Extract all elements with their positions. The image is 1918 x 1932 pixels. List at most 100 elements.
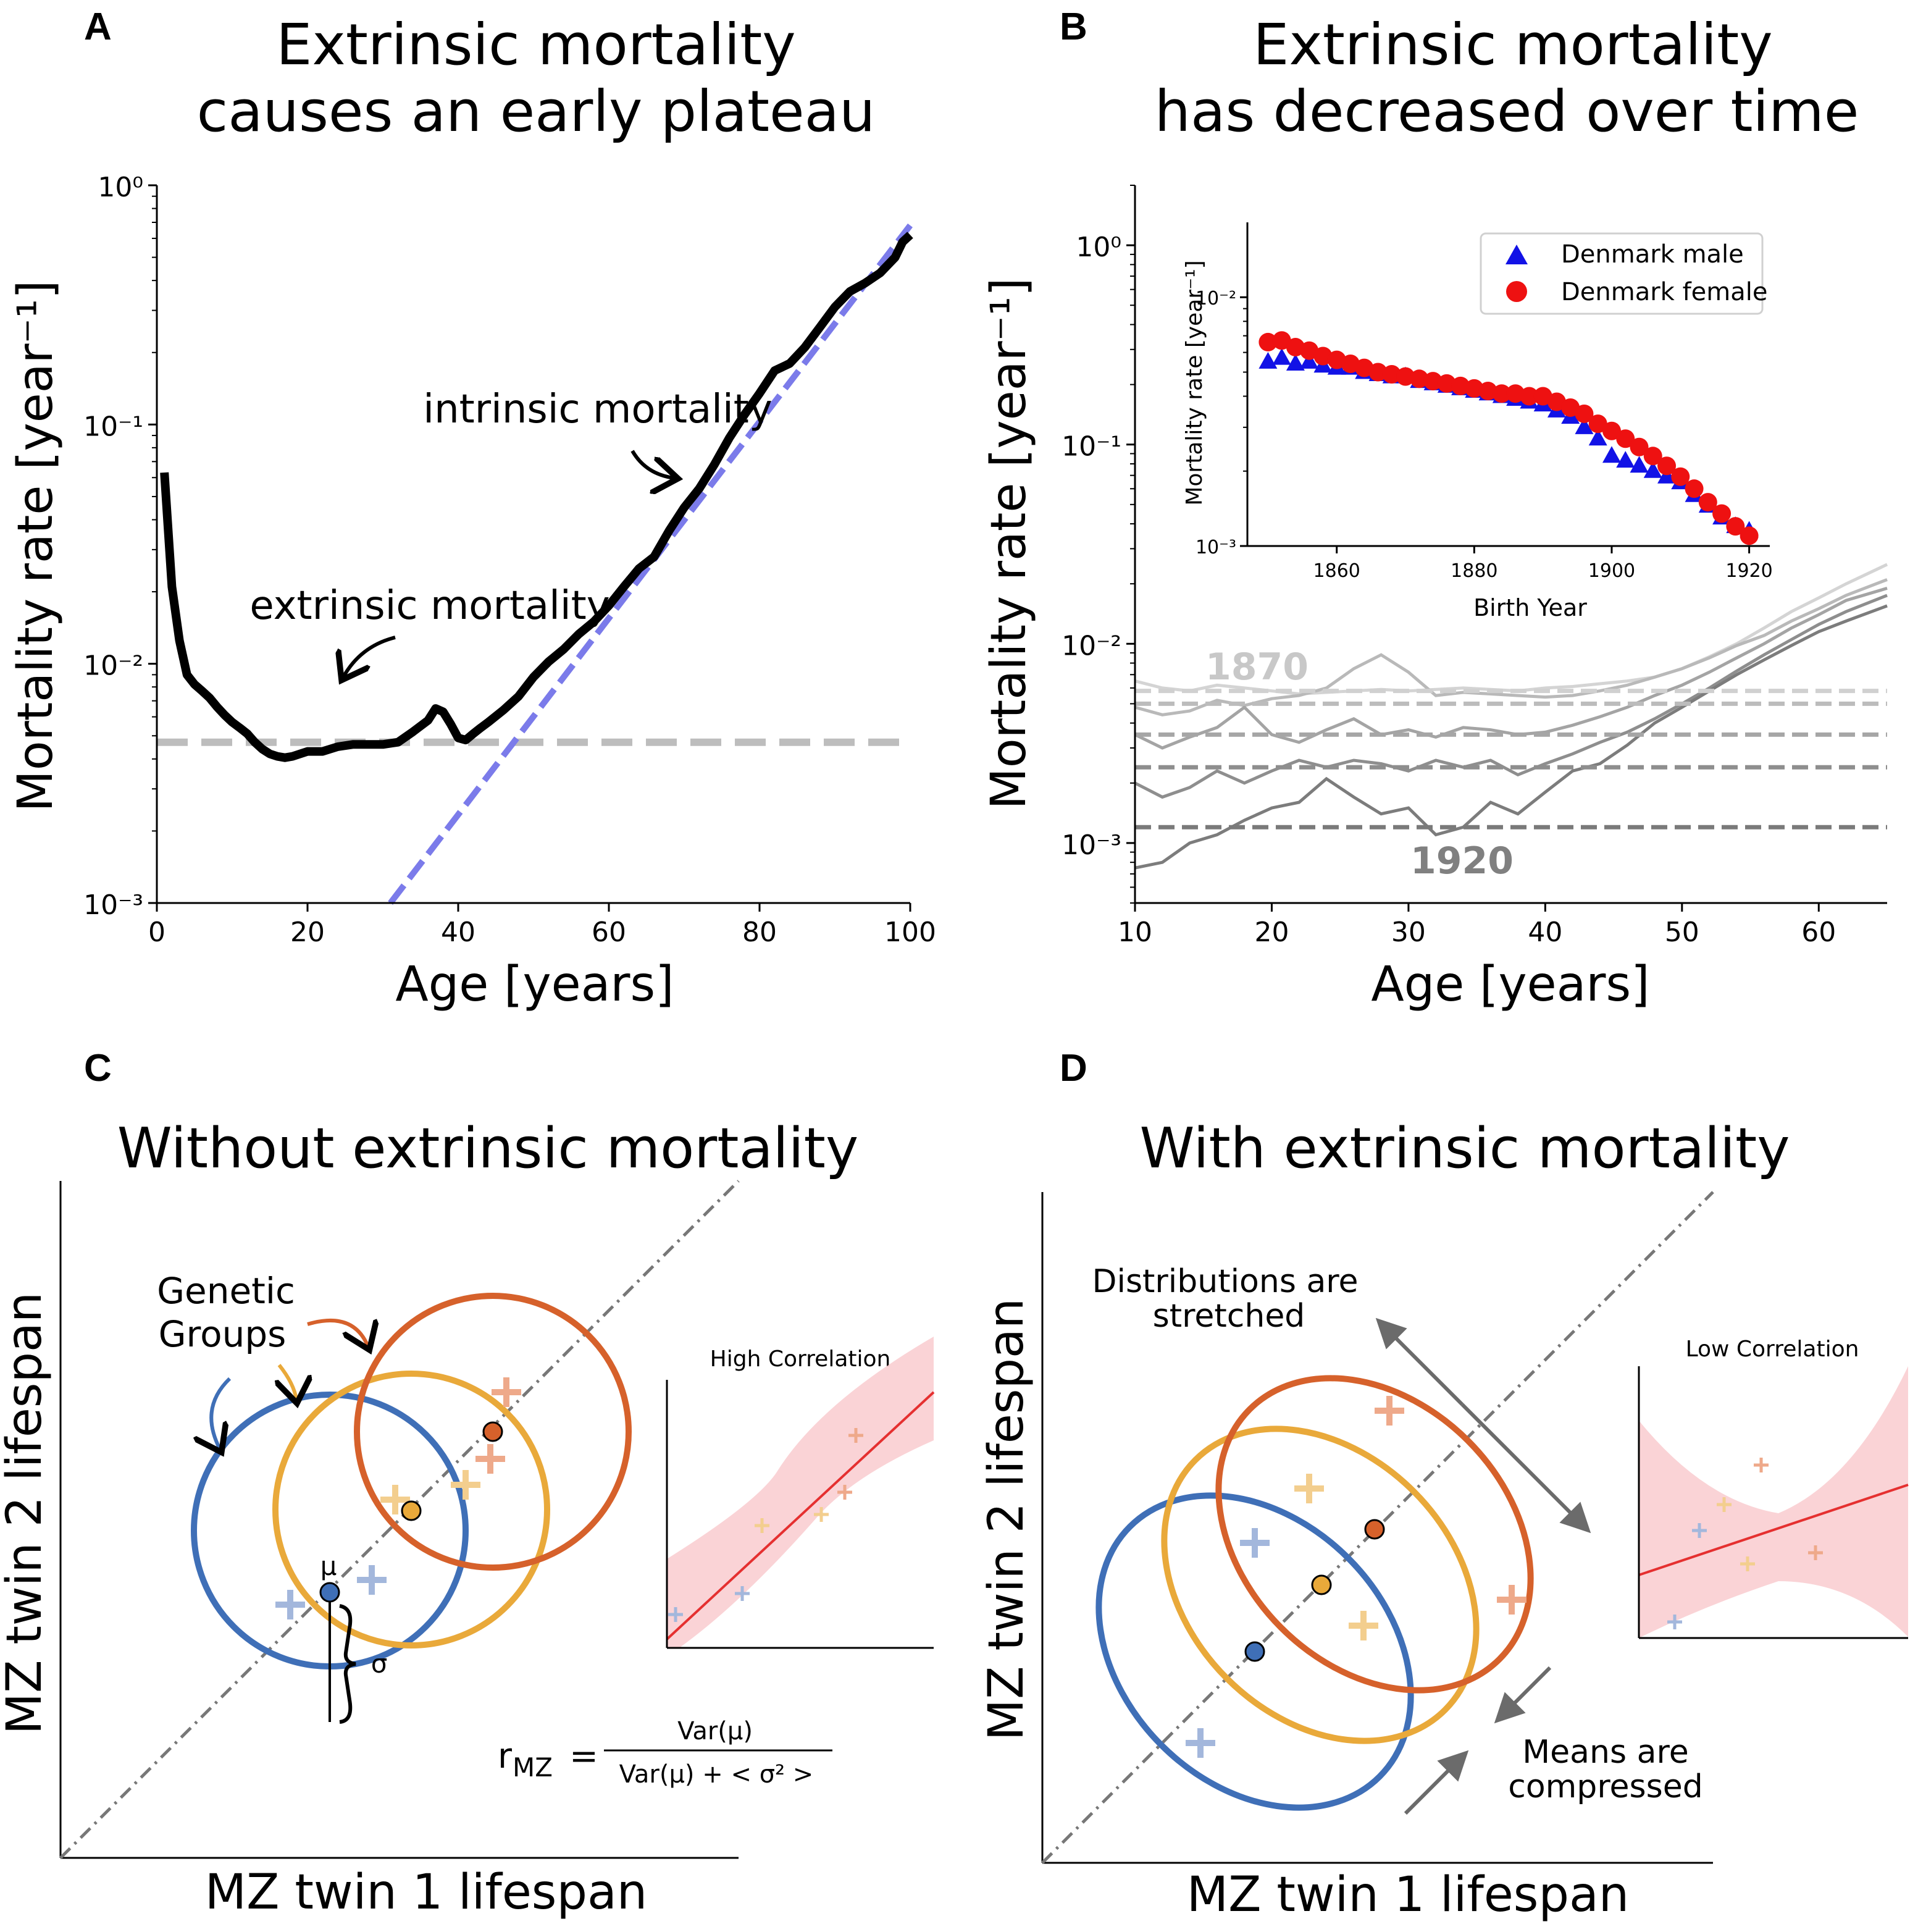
cross-marker xyxy=(1497,1585,1526,1615)
female-point xyxy=(1630,437,1649,456)
male-point xyxy=(1272,348,1291,365)
inset-d-band xyxy=(1639,1366,1908,1638)
male-point xyxy=(1657,466,1677,484)
y-tick-label: 10⁻¹ xyxy=(1062,431,1121,463)
panel-a-title-line-2: causes an early plateau xyxy=(197,78,876,145)
sigma-label: σ xyxy=(371,1648,388,1679)
arrow-blue-icon xyxy=(211,1377,232,1449)
female-point xyxy=(1740,526,1759,545)
cross-marker xyxy=(1294,1474,1324,1503)
panel-d-ylabel: MZ twin 2 lifespan xyxy=(979,1298,1034,1741)
mean-dot-orange-d xyxy=(1364,1519,1385,1540)
stretch-arrow-2-icon xyxy=(1460,1403,1591,1534)
inset-c-title: High Correlation xyxy=(710,1346,891,1372)
panel-d: D With extrinsic mortality MZ twin 2 lif… xyxy=(979,1047,1909,1923)
inset-legend: Denmark male Denmark female xyxy=(1480,232,1767,315)
formula-numerator: Var(μ) xyxy=(677,1717,753,1745)
y-tick-label: 10⁻¹ xyxy=(83,411,143,442)
panel-b-label: B xyxy=(1060,6,1087,48)
panel-b-plot: 10⁰ 10⁻¹ 10⁻² 10⁻³ 10 20 30 40 50 60 xyxy=(1062,185,1888,948)
extrinsic-arrow-icon xyxy=(343,636,396,677)
panel-c-diagonal xyxy=(59,1180,740,1859)
female-point xyxy=(1671,467,1690,486)
crosses-c xyxy=(275,1377,521,1619)
y-tick-label: 10⁻³ xyxy=(1062,830,1121,861)
cohort-curve xyxy=(1134,587,1888,750)
female-point xyxy=(1588,414,1607,434)
x-tick-label: 20 xyxy=(1254,917,1289,948)
intrinsic-fit-line xyxy=(388,223,913,905)
formula-equals: = xyxy=(569,1736,598,1776)
female-point xyxy=(1423,372,1443,391)
male-point xyxy=(1643,461,1662,478)
panel-c-ylabel: MZ twin 2 lifespan xyxy=(0,1292,52,1734)
inset-c-cross xyxy=(837,1485,852,1500)
y-tick-label: 10⁻² xyxy=(83,650,143,682)
cross-marker xyxy=(275,1590,305,1619)
compress-arrow-2-icon xyxy=(1404,1750,1469,1815)
inset-c-cross xyxy=(668,1607,683,1622)
x-tick-label: 0 xyxy=(148,917,165,948)
cross-marker xyxy=(1240,1528,1270,1558)
female-point xyxy=(1451,376,1470,395)
cohort-curve xyxy=(1134,594,1888,799)
inset-d-cross xyxy=(1808,1545,1823,1560)
panel-b-title-line-2: has decreased over time xyxy=(1155,78,1859,145)
female-point xyxy=(1506,384,1525,403)
legend-male-label: Denmark male xyxy=(1561,240,1744,269)
stretched-line-1: Distributions are xyxy=(1092,1263,1358,1300)
inset-c-cross xyxy=(755,1518,769,1533)
male-point xyxy=(1300,351,1319,369)
female-point xyxy=(1492,384,1511,403)
inset-c-band xyxy=(667,1337,934,1648)
inset-d-cross xyxy=(1740,1556,1755,1571)
female-point xyxy=(1478,381,1497,400)
inset-x-tick-label: 1880 xyxy=(1451,560,1497,582)
cross-marker xyxy=(492,1377,521,1407)
panel-a-xlabel: Age [years] xyxy=(395,957,674,1012)
genetic-groups-line-1: Genetic xyxy=(157,1270,295,1312)
legend-box xyxy=(1480,232,1764,315)
inset-high-correlation: High Correlation xyxy=(666,1337,935,1649)
x-tick-label: 40 xyxy=(1528,917,1562,948)
panel-c-label: C xyxy=(84,1047,112,1090)
formula-denominator: Var(μ) + < σ² > xyxy=(619,1760,814,1789)
female-point xyxy=(1465,379,1484,398)
female-point xyxy=(1410,369,1429,388)
female-point xyxy=(1396,367,1415,386)
mu-label: μ xyxy=(320,1551,337,1581)
arrow-orange-icon xyxy=(307,1319,368,1346)
group-ellipse-orange xyxy=(1215,1375,1534,1694)
inset-d-cross xyxy=(1667,1615,1682,1629)
x-tick-label: 30 xyxy=(1391,917,1426,948)
panel-b-title-line-1: Extrinsic mortality xyxy=(1253,12,1772,78)
crosses-d xyxy=(1186,1396,1526,1758)
male-point xyxy=(1286,354,1305,371)
compressed-line-1: Means are xyxy=(1522,1734,1688,1771)
group-ellipse-blue xyxy=(1095,1492,1414,1811)
inset-y-tick-label: 10⁻³ xyxy=(1196,537,1236,558)
female-point xyxy=(1616,429,1635,448)
inset-xlabel: Birth Year xyxy=(1473,594,1587,621)
panel-a-label: A xyxy=(84,6,112,48)
female-point xyxy=(1643,447,1662,466)
panel-c-title: Without extrinsic mortality xyxy=(117,1116,858,1181)
mortality-curve xyxy=(160,232,913,762)
genetic-groups-line-2: Groups xyxy=(159,1313,287,1355)
inset-ylabel: Mortality rate [year⁻¹] xyxy=(1182,260,1207,505)
y-tick-label: 10⁰ xyxy=(98,172,143,203)
inset-x-tick-label: 1900 xyxy=(1588,560,1635,582)
annotation-intrinsic-mortality: intrinsic mortality xyxy=(423,387,772,432)
cross-marker xyxy=(1349,1611,1378,1640)
female-point xyxy=(1272,331,1291,350)
female-point xyxy=(1698,493,1717,512)
inset-c-cross xyxy=(814,1507,829,1522)
cohort-curve xyxy=(1134,604,1888,870)
inset-d-cross xyxy=(1754,1458,1769,1472)
y-tick-label: 10⁻³ xyxy=(83,889,143,921)
formula: r MZ = Var(μ) Var(μ) + < σ² > xyxy=(498,1717,832,1789)
inset-d-title: Low Correlation xyxy=(1686,1337,1859,1362)
panel-a: A Extrinsic mortality causes an early pl… xyxy=(8,6,936,1012)
formula-subscript: MZ xyxy=(513,1752,553,1783)
female-point xyxy=(1575,404,1594,423)
